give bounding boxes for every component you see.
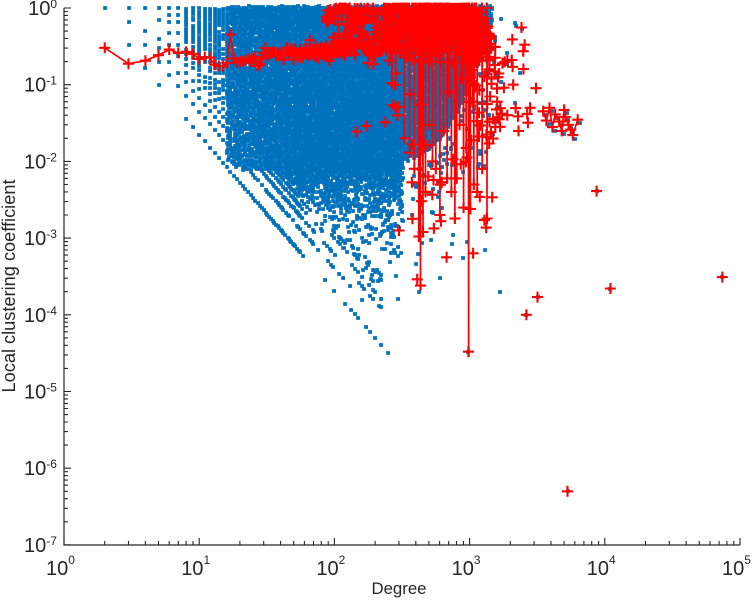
svg-text:10-7: 10-7 xyxy=(24,534,57,557)
svg-text:105: 105 xyxy=(722,553,751,580)
svg-text:10-2: 10-2 xyxy=(24,150,57,173)
svg-text:10-3: 10-3 xyxy=(24,227,57,250)
svg-text:Degree: Degree xyxy=(371,579,426,598)
svg-text:101: 101 xyxy=(181,553,210,580)
svg-text:10-4: 10-4 xyxy=(24,304,57,327)
svg-text:100: 100 xyxy=(46,553,75,580)
svg-text:Local clustering coefficient: Local clustering coefficient xyxy=(0,180,19,393)
svg-text:102: 102 xyxy=(316,553,345,580)
svg-text:10-1: 10-1 xyxy=(24,74,57,97)
svg-text:10-5: 10-5 xyxy=(24,381,57,404)
svg-text:103: 103 xyxy=(452,553,481,580)
svg-text:100: 100 xyxy=(28,0,57,20)
svg-text:10-6: 10-6 xyxy=(24,457,57,480)
svg-text:104: 104 xyxy=(587,553,616,580)
